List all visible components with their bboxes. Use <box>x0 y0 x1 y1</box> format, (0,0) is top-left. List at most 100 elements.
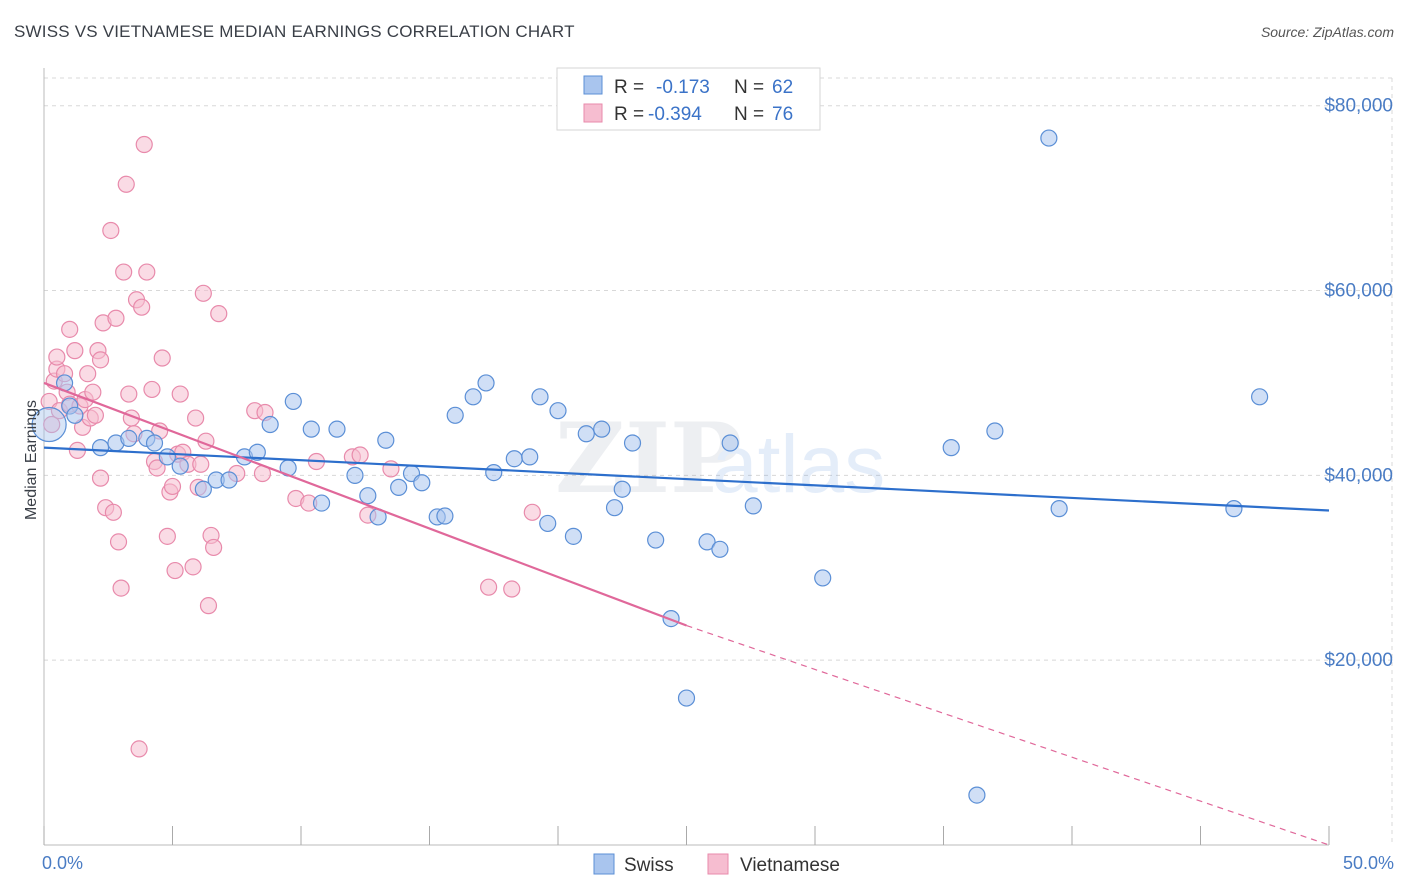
y-tick-label: $40,000 <box>1324 465 1393 486</box>
swiss-point <box>377 431 395 449</box>
vietnamese-point <box>153 349 171 367</box>
vietnamese-point <box>133 298 151 316</box>
swiss-point <box>677 689 696 707</box>
swiss-point <box>261 415 279 434</box>
legend-r-value: -0.394 <box>648 104 702 125</box>
vietnamese-trendline <box>43 381 687 627</box>
swiss-point <box>647 531 665 549</box>
swiss-point <box>390 478 408 496</box>
swiss-point <box>413 474 431 492</box>
watermark-zip: ZIP <box>555 402 742 515</box>
vietnamese-point <box>112 579 130 597</box>
vietnamese-point <box>166 561 184 580</box>
swiss-point <box>302 420 320 438</box>
swiss-point <box>31 406 67 443</box>
swiss-point <box>564 527 583 545</box>
legend-r-label: R = <box>614 104 644 125</box>
swiss-point <box>613 480 631 498</box>
chart-title: SWISS VS VIETNAMESE MEDIAN EARNINGS CORR… <box>14 22 575 41</box>
x-tick-label: 0.0% <box>42 853 83 873</box>
legend-n-label: N = <box>734 77 764 98</box>
vietnamese-point <box>61 320 79 338</box>
swiss-point <box>711 540 729 558</box>
vietnamese-trendline-extension <box>686 624 1330 846</box>
swiss-point <box>346 466 364 484</box>
vietnamese-point <box>192 455 210 473</box>
swiss-point <box>577 425 595 443</box>
swiss-point <box>436 507 454 525</box>
vietnamese-point <box>115 263 133 281</box>
swiss-point <box>328 420 346 438</box>
vietnamese-point <box>205 538 223 557</box>
vietnamese-point <box>523 503 541 521</box>
swiss-point <box>505 450 523 468</box>
axes <box>43 68 1330 846</box>
swiss-point <box>220 471 238 489</box>
vietnamese-point <box>130 740 148 758</box>
swiss-point <box>744 497 762 515</box>
vietnamese-point <box>104 503 122 521</box>
swiss-point <box>171 457 189 475</box>
bottom-legend-swatch-vietnamese <box>707 853 729 875</box>
swiss-point <box>721 434 739 452</box>
vietnamese-point <box>184 558 202 576</box>
vietnamese-point <box>194 284 212 302</box>
bottom-legend-vietnamese: Vietnamese <box>740 855 840 876</box>
source-label: Source: ZipAtlas.com <box>1260 24 1394 40</box>
swiss-point <box>968 786 986 804</box>
swiss-point <box>698 533 716 551</box>
swiss-point <box>66 406 84 424</box>
vietnamese-point <box>91 469 110 487</box>
vietnamese-point <box>480 578 498 596</box>
swiss-point <box>531 388 549 406</box>
swiss-point <box>521 448 539 466</box>
bottom-legend: Swiss Vietnamese <box>593 853 840 876</box>
swiss-point <box>942 439 960 457</box>
vietnamese-point <box>143 380 161 399</box>
swiss-point <box>194 480 212 498</box>
vietnamese-point <box>102 221 120 240</box>
vietnamese-point <box>84 383 102 401</box>
vietnamese-point <box>187 409 205 427</box>
vietnamese-point <box>158 527 176 545</box>
vietnamese-point <box>120 385 138 403</box>
swiss-point <box>549 402 567 420</box>
x-tick-label: 50.0% <box>1343 853 1394 873</box>
legend-n-value: 62 <box>772 77 793 98</box>
bottom-legend-swatch-swiss <box>593 853 615 875</box>
watermark: ZIP atlas <box>555 402 885 515</box>
vietnamese-point <box>199 597 218 615</box>
bottom-legend-swiss: Swiss <box>624 855 674 876</box>
swiss-point <box>539 514 557 533</box>
trendlines <box>43 381 1330 846</box>
swiss-point <box>477 374 495 392</box>
swiss-point <box>1050 500 1068 518</box>
vietnamese-point <box>163 477 182 496</box>
legend-swatch-swiss <box>583 75 603 95</box>
swiss-point <box>605 499 624 517</box>
vietnamese-point <box>148 459 166 477</box>
swiss-point <box>145 434 164 452</box>
vietnamese-point <box>107 309 125 327</box>
legend-n-label: N = <box>734 104 764 125</box>
swiss-point <box>120 429 138 447</box>
vietnamese-point <box>117 175 135 193</box>
swiss-point <box>446 406 464 424</box>
vietnamese-point <box>66 342 84 360</box>
swiss-point <box>284 392 302 411</box>
legend-n-value: 76 <box>772 104 793 125</box>
top-legend: R = -0.173 N = 62 R = -0.394 N = 76 <box>556 67 821 131</box>
y-tick-label: $80,000 <box>1324 96 1393 117</box>
y-axis-label: Median Earnings <box>23 400 40 520</box>
x-ticks: 0.0% 50.0% <box>42 853 1394 873</box>
vietnamese-point <box>138 263 156 281</box>
swiss-point <box>248 443 266 461</box>
y-tick-label: $60,000 <box>1324 281 1393 302</box>
swiss-point <box>485 463 503 482</box>
y-ticks: $20,000 $40,000 $60,000 $80,000 <box>1324 96 1393 671</box>
vietnamese-point <box>109 533 128 551</box>
vietnamese-point <box>48 348 66 366</box>
swiss-point <box>359 487 377 505</box>
legend-r-value: -0.173 <box>656 77 710 98</box>
